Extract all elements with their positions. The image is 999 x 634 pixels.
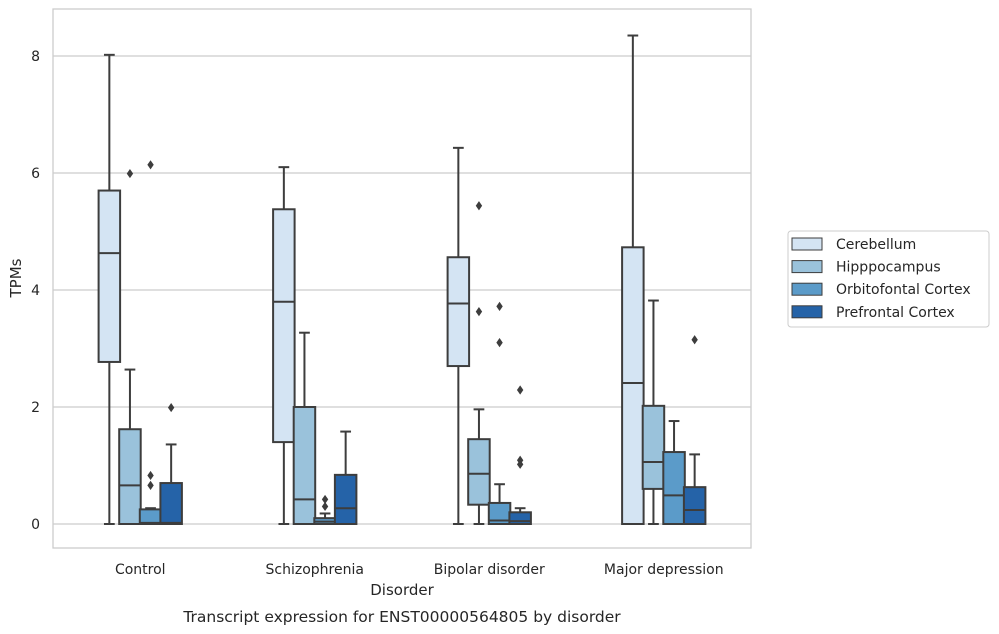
outlier-point xyxy=(147,160,154,170)
box-cerebellum xyxy=(621,34,645,525)
legend-swatch xyxy=(791,282,823,296)
outlier-point xyxy=(496,338,503,348)
box-hipppocampus xyxy=(467,201,491,525)
x-axis-ticks: Control Schizophrenia Bipolar disorder Majo… xyxy=(115,562,724,578)
box-cerebellum xyxy=(272,166,296,525)
box-body xyxy=(138,508,163,525)
legend: Cerebellum Hipppocampus Orbitofontal Corte… xyxy=(787,230,990,328)
outlier-point xyxy=(147,480,154,490)
x-tick-label: Bipolar disorder xyxy=(434,562,545,578)
box-prefrontal-cortex xyxy=(682,335,707,525)
box-body xyxy=(662,451,686,526)
y-tick-label: 4 xyxy=(31,283,40,299)
legend-label: Prefrontal Cortex xyxy=(836,305,955,321)
outlier-point xyxy=(475,201,483,211)
box-body xyxy=(333,473,358,525)
legend-swatch xyxy=(791,305,823,319)
box-hipppocampus xyxy=(118,168,142,526)
y-tick-label: 2 xyxy=(31,400,40,416)
box-cerebellum xyxy=(97,53,122,525)
y-tick-label: 6 xyxy=(31,166,40,182)
box-cerebellum xyxy=(446,146,471,525)
outlier-point xyxy=(126,168,134,179)
x-axis-label: Disorder xyxy=(370,581,434,599)
outlier-point xyxy=(167,402,175,413)
y-tick-label: 8 xyxy=(31,49,40,65)
outlier-point xyxy=(691,335,698,345)
outlier-point xyxy=(516,455,524,465)
box-orbitofontal-cortex xyxy=(313,494,337,526)
legend-label: Cerebellum xyxy=(836,237,916,253)
y-axis-ticks: 0 2 4 6 8 xyxy=(31,49,40,533)
box-body xyxy=(97,189,122,363)
legend-swatch xyxy=(791,260,823,274)
box-orbitofontal-cortex xyxy=(662,420,686,526)
box-body xyxy=(467,438,491,506)
outlier-point xyxy=(147,470,154,481)
x-tick-label: Major depression xyxy=(604,562,724,578)
box-body xyxy=(292,406,317,525)
chart-caption: Transcript expression for ENST0000056480… xyxy=(182,608,621,626)
plot-frame xyxy=(52,8,752,549)
y-axis-label: TPMs xyxy=(7,258,25,298)
box-orbitofontal-cortex xyxy=(138,160,163,525)
outlier-point xyxy=(321,501,329,512)
box-body xyxy=(621,246,645,525)
box-hipppocampus xyxy=(641,299,666,525)
box-prefrontal-cortex xyxy=(333,430,358,525)
legend-label: Orbitofontal Cortex xyxy=(836,282,971,298)
box-hipppocampus xyxy=(292,331,317,525)
outlier-point xyxy=(516,385,524,395)
box-body xyxy=(159,482,183,525)
box-orbitofontal-cortex xyxy=(487,301,512,526)
legend-label: Hipppocampus xyxy=(836,260,941,276)
box-prefrontal-cortex xyxy=(508,385,532,525)
plot-area xyxy=(97,34,707,526)
box-body xyxy=(272,208,296,444)
box-prefrontal-cortex xyxy=(159,402,183,525)
box-body xyxy=(118,428,142,526)
x-tick-label: Control xyxy=(115,562,166,578)
outlier-point xyxy=(321,494,329,505)
outlier-point xyxy=(475,307,483,317)
box-body xyxy=(641,404,666,490)
box-body xyxy=(682,486,707,525)
legend-frame xyxy=(787,230,990,328)
y-tick-label: 0 xyxy=(31,517,40,533)
outlier-point xyxy=(496,301,503,311)
legend-swatch xyxy=(791,237,823,251)
box-body xyxy=(508,511,532,525)
box-body xyxy=(446,256,471,368)
x-tick-label: Schizophrenia xyxy=(266,562,364,578)
